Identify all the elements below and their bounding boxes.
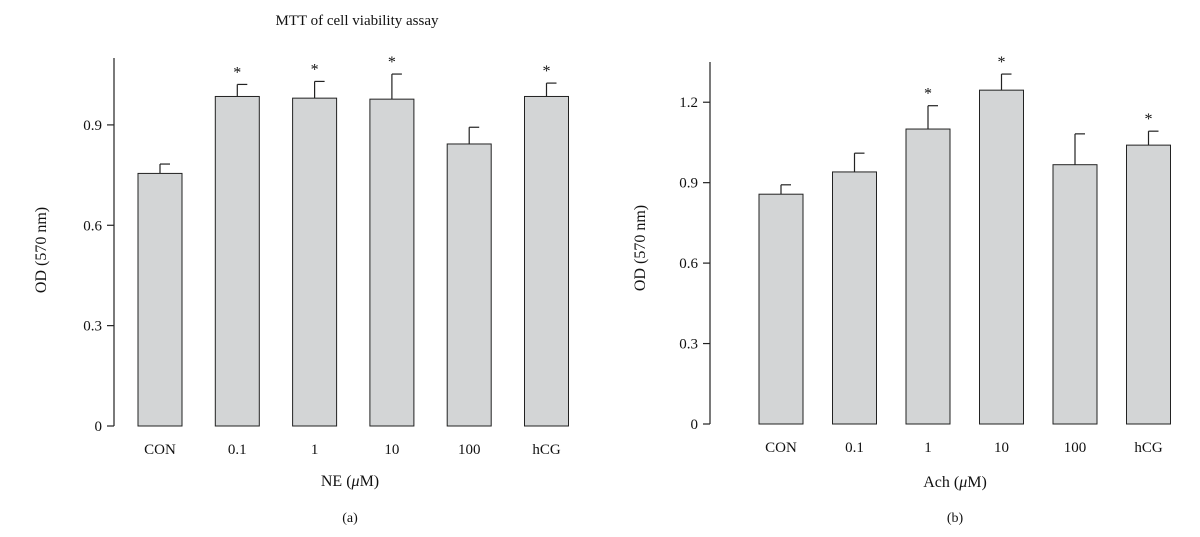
x-axis-title: Ach (μM)	[923, 474, 987, 491]
y-tick-label: 0	[95, 419, 103, 435]
y-axis-title: OD (570 nm)	[33, 207, 50, 293]
y-tick-label: 0.9	[83, 118, 102, 134]
category-label: 1	[311, 442, 319, 458]
significance-marker: *	[233, 64, 241, 81]
significance-marker: *	[1145, 111, 1153, 128]
y-tick-label: 0.3	[679, 337, 698, 353]
y-tick-label: 1.2	[679, 95, 698, 111]
category-label: hCG	[1134, 440, 1163, 456]
y-tick-label: 0.6	[679, 256, 698, 272]
bar-1	[292, 97, 338, 427]
category-label: CON	[144, 442, 176, 458]
category-label: 100	[458, 442, 481, 458]
chart-panel-b: 0 0.3 0.6 0.9 1.2 CON 0.1 * 1 * 10 100 * hCG Ach (μM) O…	[632, 54, 1171, 526]
y-tick-label: 0.3	[83, 319, 102, 335]
bar-100	[446, 143, 492, 427]
bar-hcg	[524, 95, 569, 427]
y-axis-title: OD (570 nm)	[632, 205, 649, 291]
category-label: 0.1	[228, 442, 247, 458]
bar-100	[1052, 164, 1098, 425]
bar-10	[979, 89, 1024, 425]
chart-panel-a: 0 0.3 0.6 0.9 CON * 0.1 * 1 * 10 100 * hCG NE (μM) OD (…	[33, 54, 569, 526]
bar-hcg	[1126, 144, 1171, 425]
category-label: 100	[1064, 440, 1087, 456]
y-tick-label: 0.9	[679, 176, 698, 192]
panel-label: (a)	[342, 511, 358, 526]
bar-1	[905, 128, 951, 425]
category-label: 1	[924, 440, 932, 456]
category-label: 10	[994, 440, 1009, 456]
category-label: 10	[384, 442, 399, 458]
significance-marker: *	[924, 86, 932, 103]
category-label: hCG	[532, 442, 561, 458]
significance-marker: *	[311, 61, 319, 78]
figure-title: MTT of cell viability assay	[275, 13, 439, 29]
panel-label: (b)	[947, 511, 964, 526]
x-axis-title: NE (μM)	[321, 473, 379, 490]
significance-marker: *	[998, 54, 1006, 71]
bar-0.1	[214, 95, 260, 427]
significance-marker: *	[388, 54, 396, 71]
y-tick-label: 0	[691, 417, 699, 433]
bar-con	[758, 193, 804, 425]
significance-marker: *	[543, 63, 551, 80]
category-label: CON	[765, 440, 797, 456]
y-tick-label: 0.6	[83, 218, 102, 234]
bar-con	[137, 172, 183, 427]
bar-0.1	[832, 171, 877, 425]
category-label: 0.1	[845, 440, 864, 456]
bar-10	[369, 98, 415, 427]
